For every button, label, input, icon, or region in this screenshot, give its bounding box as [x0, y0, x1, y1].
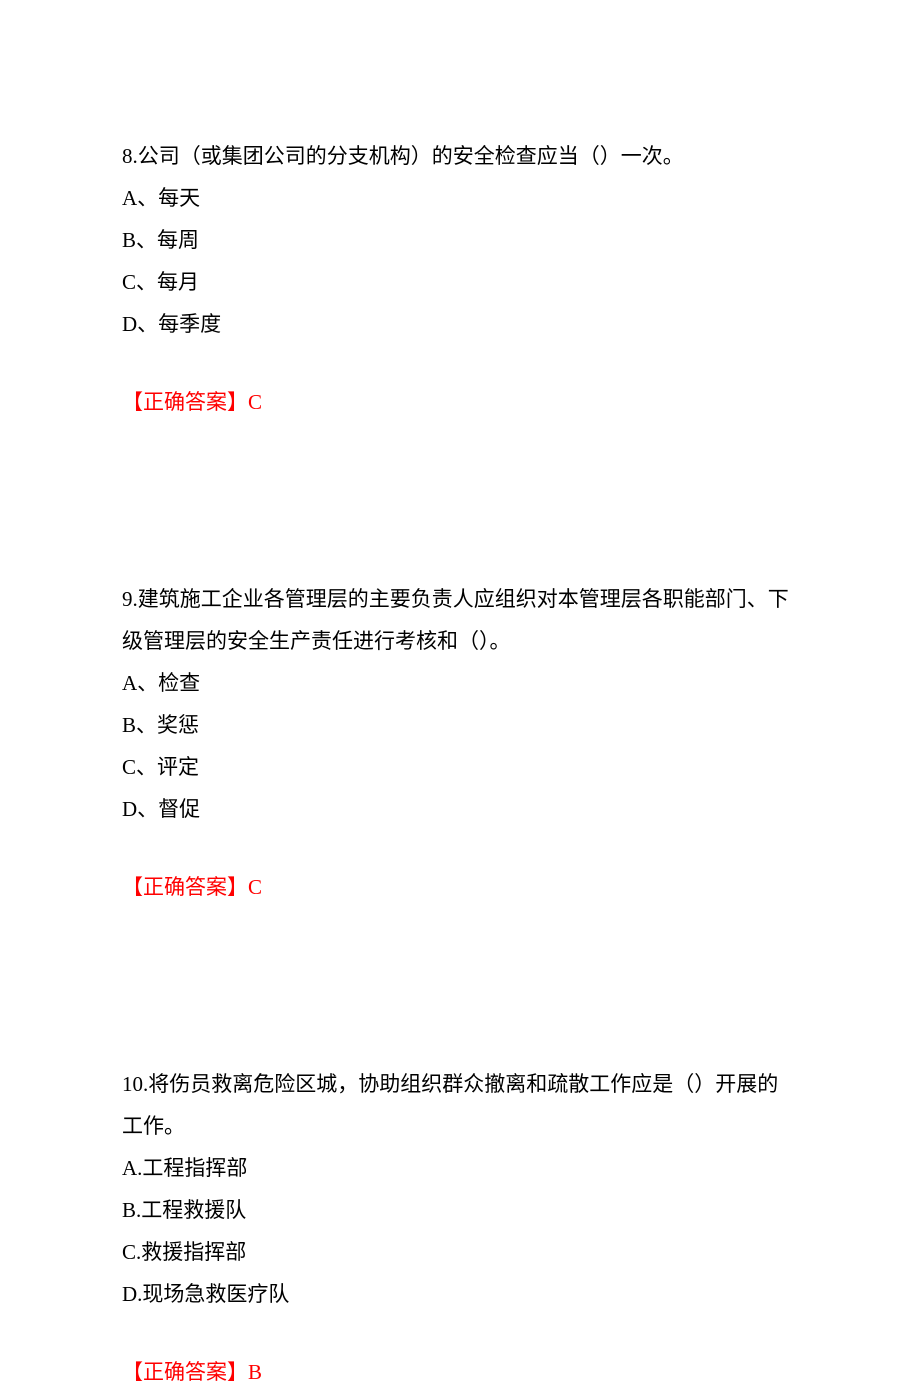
question-9: 9.建筑施工企业各管理层的主要负责人应组织对本管理层各职能部门、下级管理层的安全… — [122, 578, 798, 908]
option-a: A、每天 — [122, 177, 798, 219]
option-c: C、每月 — [122, 261, 798, 303]
question-text: 10.将伤员救离危险区城，协助组织群众撤离和疏散工作应是（）开展的工作。 — [122, 1063, 798, 1147]
question-8: 8.公司（或集团公司的分支机构）的安全检查应当（）一次。 A、每天 B、每周 C… — [122, 135, 798, 423]
answer-label: 【正确答案】 — [122, 875, 248, 899]
option-d: D.现场急救医疗队 — [122, 1273, 798, 1315]
document-page: 8.公司（或集团公司的分支机构）的安全检查应当（）一次。 A、每天 B、每周 C… — [0, 0, 920, 1302]
question-10: 10.将伤员救离危险区城，协助组织群众撤离和疏散工作应是（）开展的工作。 A.工… — [122, 1063, 798, 1393]
answer-line: 【正确答案】C — [122, 381, 798, 423]
option-d: D、督促 — [122, 788, 798, 830]
spacer — [122, 423, 798, 578]
option-c: C.救援指挥部 — [122, 1231, 798, 1273]
option-a: A.工程指挥部 — [122, 1147, 798, 1189]
answer-label: 【正确答案】 — [122, 390, 248, 414]
answer-line: 【正确答案】B — [122, 1351, 798, 1393]
option-a: A、检查 — [122, 662, 798, 704]
option-d: D、每季度 — [122, 303, 798, 345]
option-b: B.工程救援队 — [122, 1189, 798, 1231]
option-b: B、每周 — [122, 219, 798, 261]
answer-value: C — [248, 390, 262, 414]
question-text: 9.建筑施工企业各管理层的主要负责人应组织对本管理层各职能部门、下级管理层的安全… — [122, 578, 798, 662]
answer-value: B — [248, 1360, 262, 1384]
option-b: B、奖惩 — [122, 704, 798, 746]
option-c: C、评定 — [122, 746, 798, 788]
answer-line: 【正确答案】C — [122, 866, 798, 908]
question-text: 8.公司（或集团公司的分支机构）的安全检查应当（）一次。 — [122, 135, 798, 177]
spacer — [122, 908, 798, 1063]
answer-value: C — [248, 875, 262, 899]
answer-label: 【正确答案】 — [122, 1360, 248, 1384]
